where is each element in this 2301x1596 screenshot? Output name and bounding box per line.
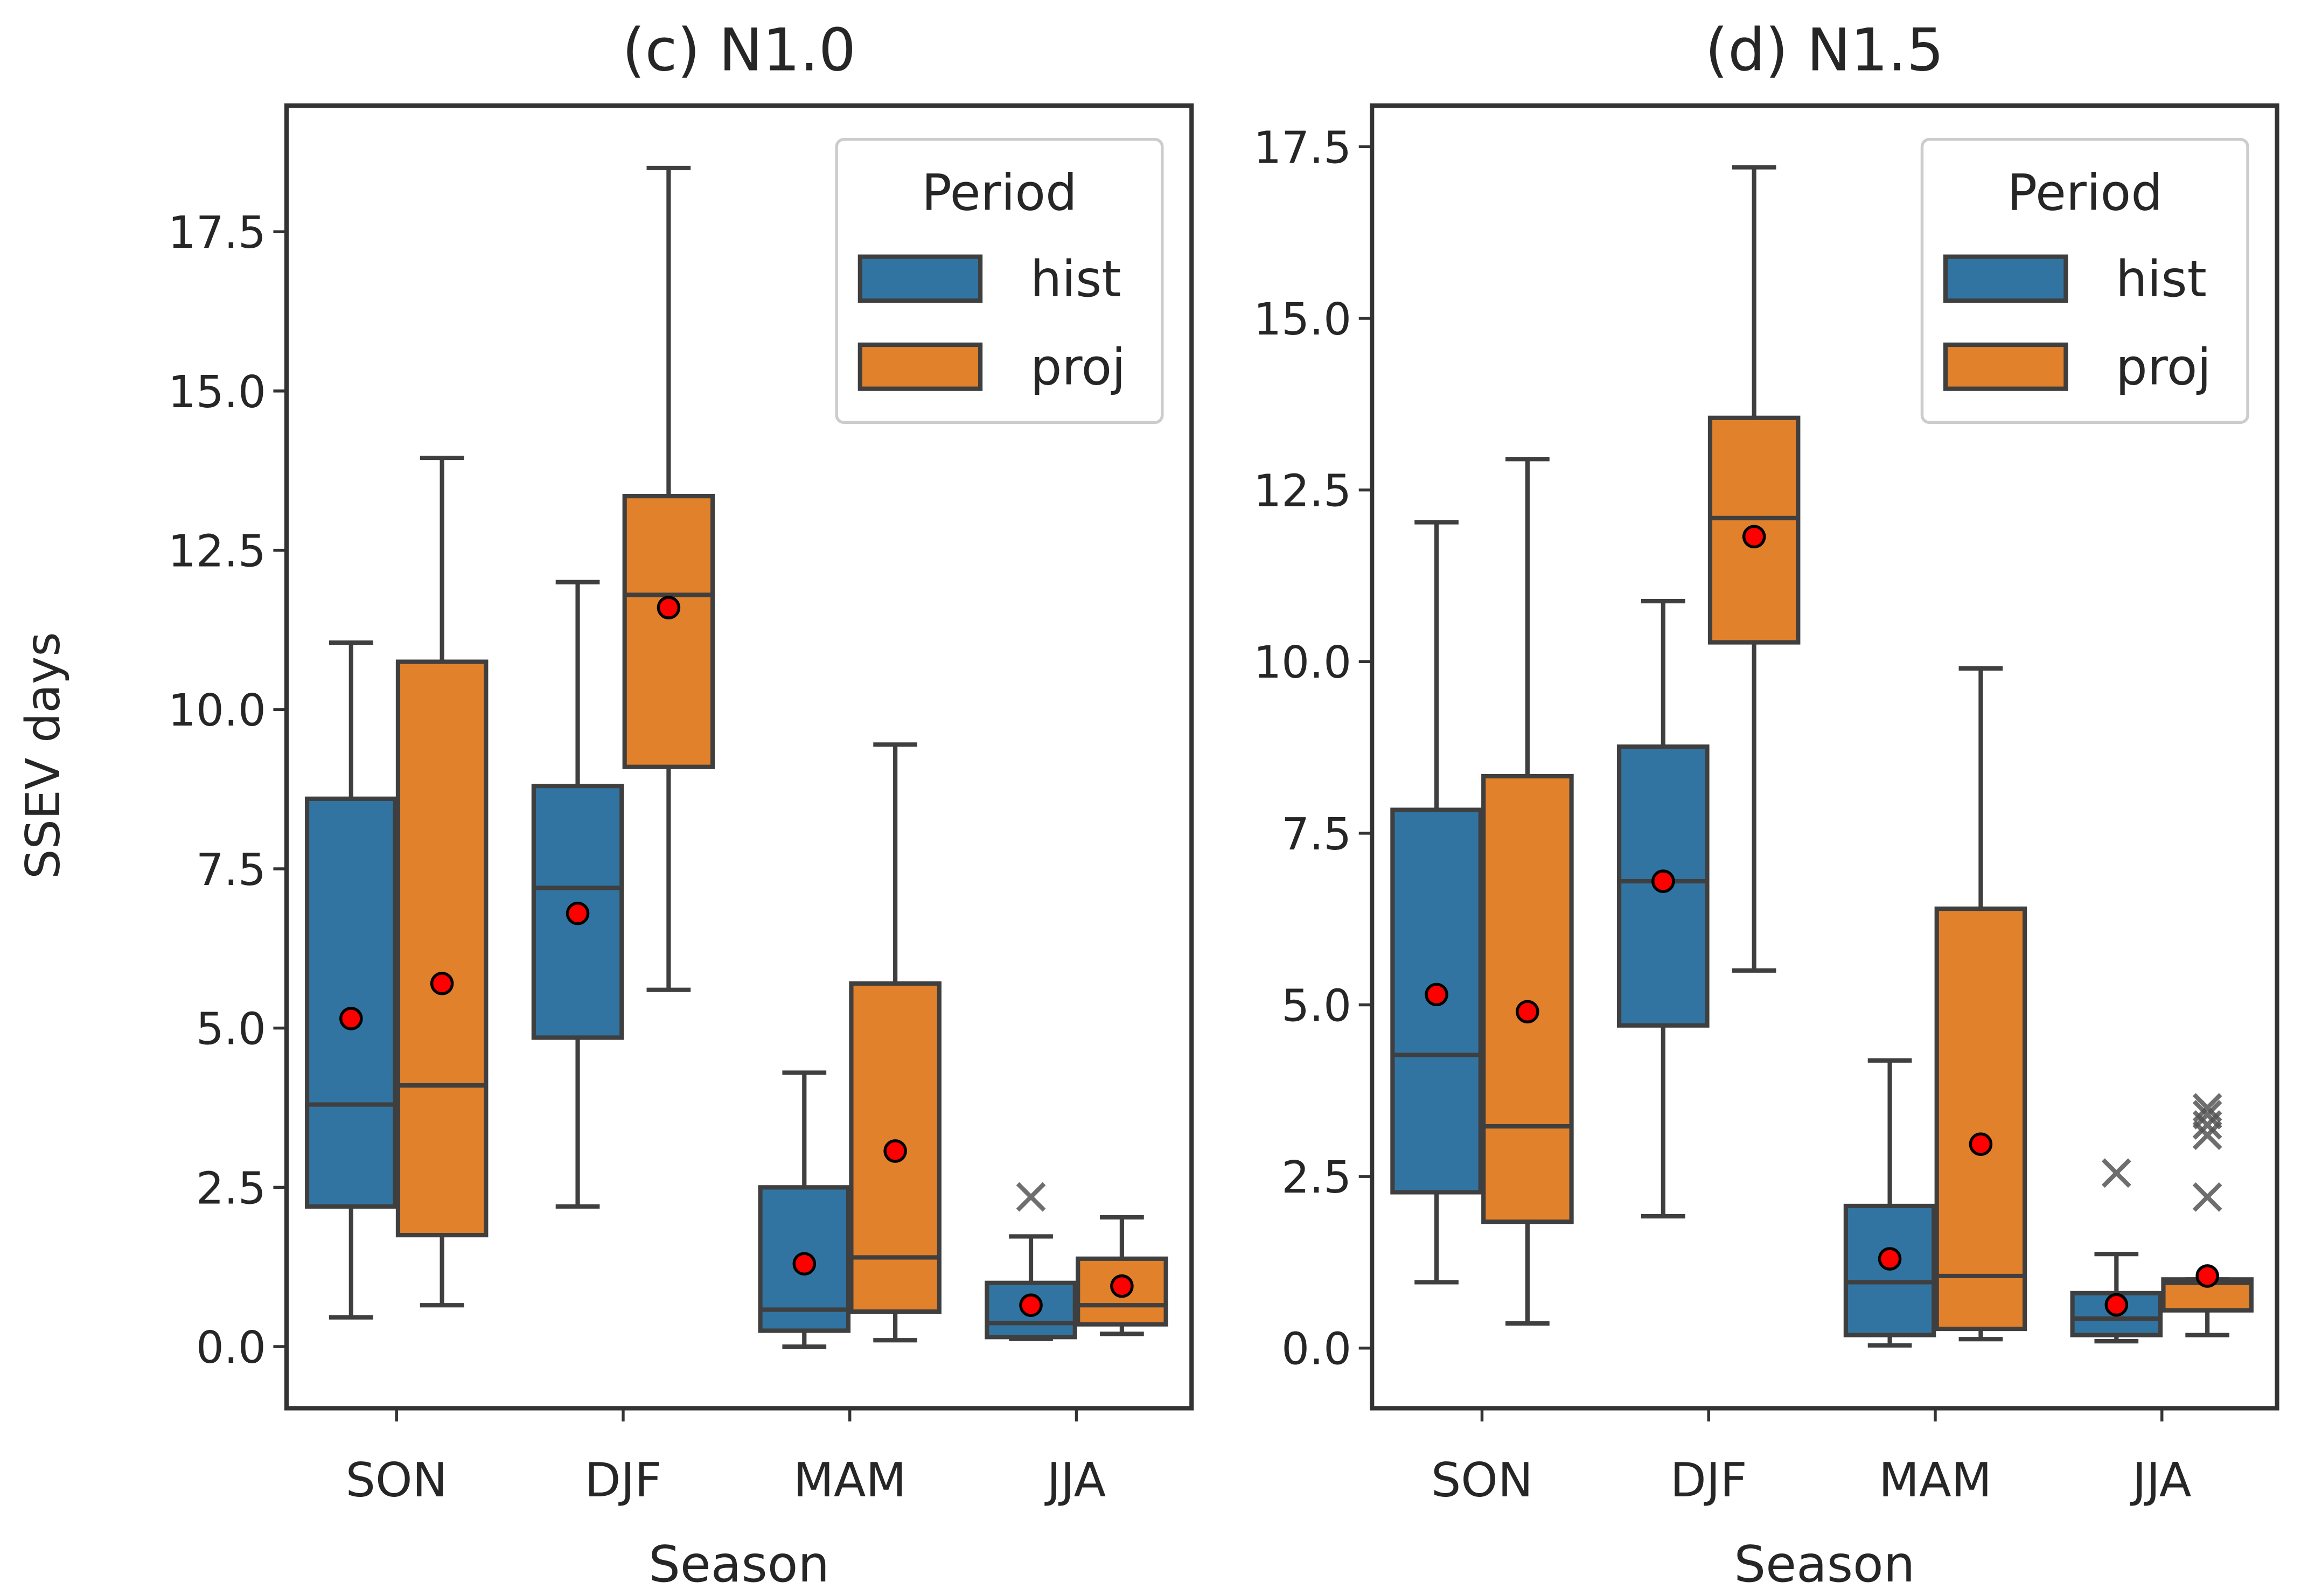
outlier-marker <box>2192 1100 2222 1130</box>
mean-marker <box>657 596 681 619</box>
box-proj-MAM <box>1934 666 2027 1342</box>
mean-marker <box>1110 1274 1134 1298</box>
box-hist-MAM <box>1843 1058 1936 1348</box>
outlier-marker <box>1016 1182 1046 1212</box>
y-tick-label: 0.0 <box>1281 1324 1351 1375</box>
mean-marker <box>1742 525 1766 549</box>
axes-frame <box>1370 103 2279 1411</box>
x-tick-label: DJF <box>585 1453 662 1508</box>
x-tick-label: JJA <box>2130 1453 2191 1508</box>
y-axis-label: SSEV days <box>16 632 71 879</box>
box-proj-DJF <box>622 165 715 992</box>
y-tick-label: 5.0 <box>1281 980 1351 1032</box>
mean-marker <box>1516 1000 1539 1024</box>
mean-marker <box>1878 1247 1902 1271</box>
x-tick-label: DJF <box>1670 1453 1747 1508</box>
x-tick-label: SON <box>346 1453 448 1508</box>
box-proj-SON <box>1481 457 1574 1326</box>
x-tick-label: JJA <box>1044 1453 1106 1508</box>
box-iqr <box>395 659 489 1238</box>
panel-0: (c) N1.0 0.0 2.5 5.0 7.5 10.0 12.5 15.0 17.5 SON D… <box>16 16 1194 1593</box>
legend-swatch-proj <box>1943 342 2068 391</box>
legend-label-hist: hist <box>2116 250 2207 308</box>
y-tick-label: 12.5 <box>168 526 266 577</box>
mean-marker <box>2104 1293 2129 1317</box>
chart-title: (c) N1.0 <box>622 16 856 85</box>
outlier-marker <box>2192 1093 2222 1123</box>
x-axis-label: Season <box>1734 1535 1915 1593</box>
box-proj-JJA <box>1076 1215 1168 1336</box>
mean-marker <box>1651 869 1675 893</box>
box-hist-DJF <box>1617 598 1710 1219</box>
box-hist-SON <box>1390 520 1483 1285</box>
mean-marker <box>339 1007 363 1030</box>
y-tick-label: 15.0 <box>1253 294 1351 345</box>
box-hist-MAM <box>758 1070 851 1349</box>
y-tick-label: 10.0 <box>168 685 266 736</box>
y-tick-label: 12.5 <box>1253 466 1351 517</box>
box-iqr <box>304 796 398 1209</box>
box-hist-DJF <box>531 580 624 1209</box>
legend-title: Period <box>2007 163 2163 221</box>
box-proj-JJA <box>2161 1093 2254 1337</box>
mean-marker <box>2195 1264 2219 1288</box>
box-iqr <box>1481 773 1574 1224</box>
legend-title: Period <box>922 163 1077 221</box>
mean-marker <box>1969 1132 1993 1156</box>
y-tick-label: 17.5 <box>1253 122 1351 173</box>
y-tick-label: 0.0 <box>196 1322 266 1374</box>
mean-marker <box>566 901 590 925</box>
box-iqr <box>622 493 715 769</box>
legend-swatch-proj <box>857 342 983 391</box>
box-proj-DJF <box>1707 165 1801 973</box>
y-tick-label: 2.5 <box>1281 1152 1351 1203</box>
box-iqr <box>531 784 624 1040</box>
legend: Period hist proj <box>835 137 1164 424</box>
box-iqr <box>758 1185 851 1333</box>
outlier-marker <box>2101 1158 2131 1188</box>
x-axis-label: Season <box>649 1535 829 1593</box>
mean-marker <box>430 972 454 995</box>
y-tick-label: 17.5 <box>168 207 266 259</box>
x-tick-label: MAM <box>793 1453 907 1508</box>
legend: Period hist proj <box>1920 137 2249 424</box>
chart-title: (d) N1.5 <box>1705 16 1944 85</box>
mean-marker <box>883 1139 907 1163</box>
legend-label-proj: proj <box>2116 338 2211 396</box>
legend-swatch-hist <box>1943 254 2068 303</box>
mean-marker <box>792 1252 817 1276</box>
box-proj-SON <box>395 456 489 1308</box>
box-hist-JJA <box>985 1182 1077 1341</box>
legend-swatch-hist <box>857 254 983 303</box>
panel-1: (d) N1.5 0.0 2.5 5.0 7.5 10.0 12.5 15.0 17.5 SON D… <box>1253 16 2279 1593</box>
x-tick-label: MAM <box>1879 1453 1992 1508</box>
x-tick-label: SON <box>1431 1453 1533 1508</box>
outlier-marker <box>2192 1182 2222 1212</box>
y-tick-label: 7.5 <box>1281 809 1351 860</box>
legend-label-hist: hist <box>1030 250 1121 308</box>
y-tick-label: 2.5 <box>196 1163 266 1214</box>
y-tick-label: 10.0 <box>1253 637 1351 688</box>
mean-marker <box>1019 1293 1043 1317</box>
y-tick-label: 7.5 <box>196 845 266 896</box>
y-tick-label: 15.0 <box>168 367 266 418</box>
y-tick-label: 5.0 <box>196 1004 266 1055</box>
box-hist-SON <box>304 640 398 1320</box>
box-hist-JJA <box>2070 1158 2163 1344</box>
axes-frame <box>284 103 1194 1411</box>
legend-label-proj: proj <box>1030 338 1126 396</box>
mean-marker <box>1425 982 1448 1007</box>
box-iqr <box>1934 906 2027 1332</box>
box-proj-MAM <box>849 742 942 1343</box>
